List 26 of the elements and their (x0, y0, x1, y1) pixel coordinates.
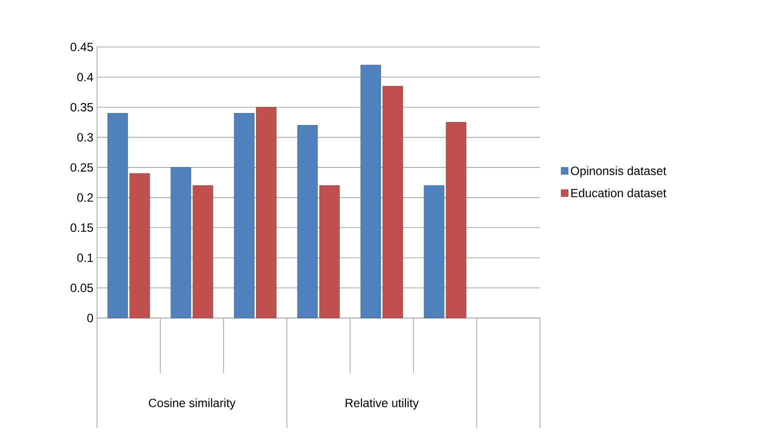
bar (192, 185, 214, 318)
y-tick-label: 0 (87, 314, 94, 322)
bar (382, 86, 403, 318)
y-tick-label: 0.2 (77, 193, 93, 202)
bar (107, 113, 128, 318)
y-tick-label: 0.45 (70, 42, 93, 52)
legend-label: Opinonsis dataset (570, 166, 666, 178)
legend-label: Education dataset (571, 188, 666, 198)
bar (360, 64, 381, 318)
y-tick-label: 0.15 (70, 223, 93, 232)
bar (256, 107, 276, 318)
y-tick-label: 0.3 (77, 133, 93, 142)
y-tick-label: 0.05 (70, 284, 93, 292)
bar (446, 122, 466, 318)
bar (319, 185, 340, 318)
bar (129, 173, 150, 318)
y-tick-label: 0.4 (77, 72, 94, 82)
text: Relative utility (346, 398, 419, 410)
text: Cosine similarity (148, 398, 236, 410)
y-tick-label: 0.25 (70, 163, 93, 172)
bar (234, 113, 254, 318)
bar (424, 185, 444, 318)
y-tick-label: 0.1 (77, 254, 93, 262)
y-tick-label: 0.35 (70, 102, 93, 112)
bar (170, 167, 192, 318)
bar (297, 125, 318, 318)
